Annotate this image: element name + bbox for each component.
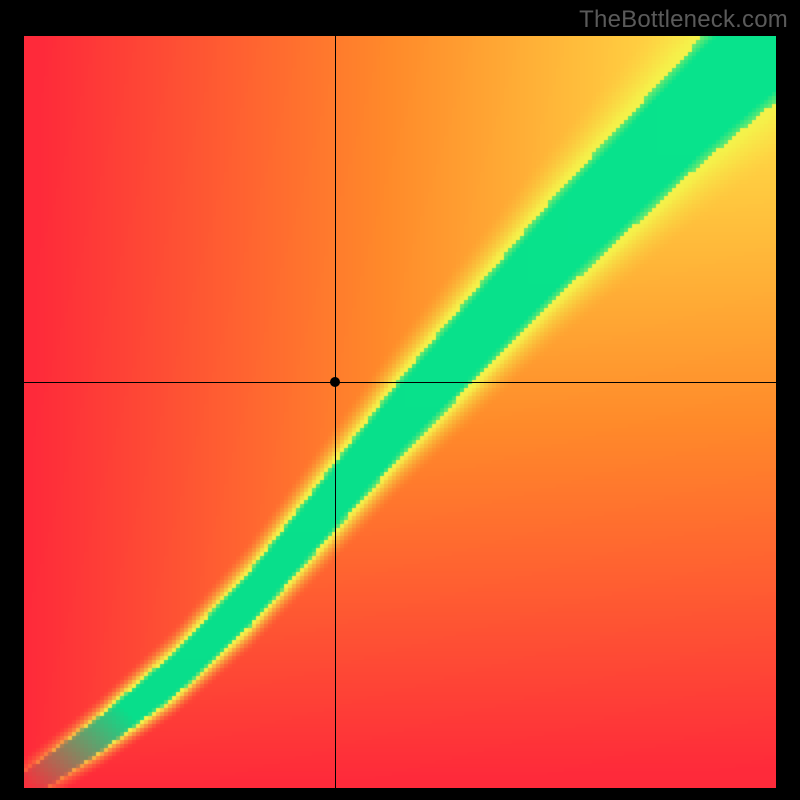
crosshair-marker [330, 377, 340, 387]
crosshair-horizontal [24, 382, 776, 383]
crosshair-vertical [335, 36, 336, 788]
watermark-text: TheBottleneck.com [579, 6, 788, 34]
heatmap-canvas [24, 36, 776, 788]
chart-stage: TheBottleneck.com [0, 0, 800, 800]
heatmap-plot [24, 36, 776, 788]
